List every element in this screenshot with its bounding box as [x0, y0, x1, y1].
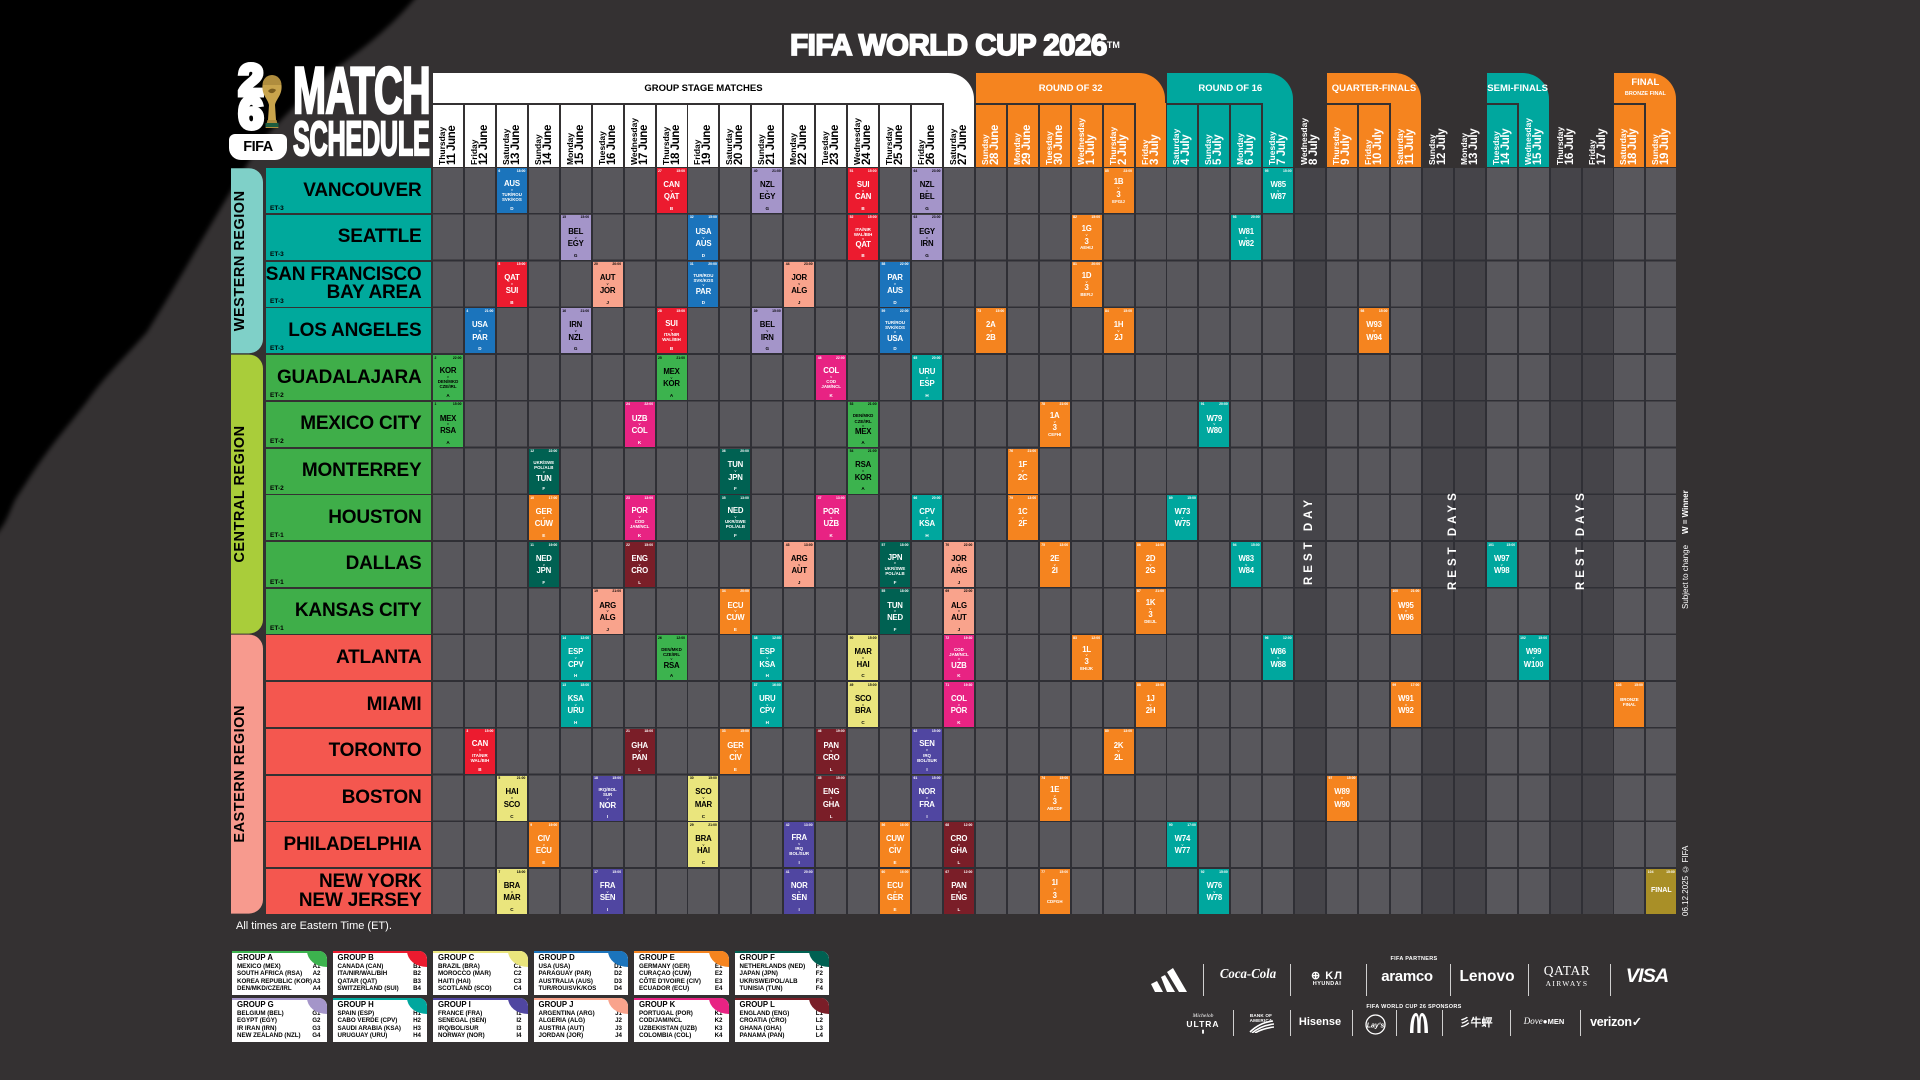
svg-text:Lay's: Lay's [1367, 1023, 1385, 1030]
